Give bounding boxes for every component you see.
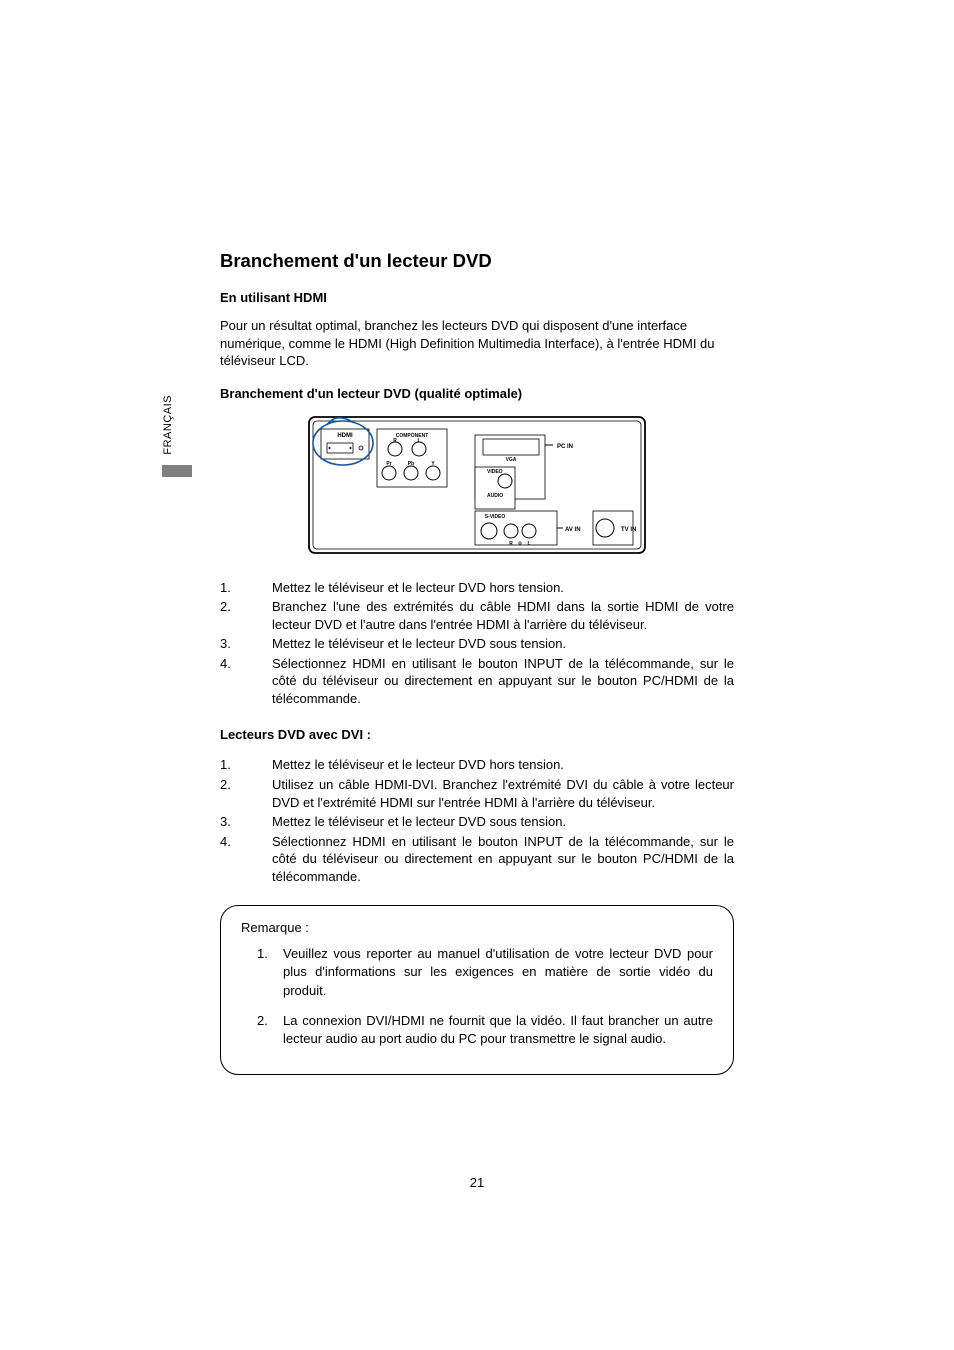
- list-item: 2.Utilisez un câble HDMI-DVI. Branchez l…: [272, 776, 734, 811]
- svg-text:VGA: VGA: [506, 457, 517, 463]
- intro-paragraph: Pour un résultat optimal, branchez les l…: [220, 317, 734, 370]
- diagram-tvin-label: TV IN: [621, 527, 636, 533]
- list-item: 2.Branchez l'une des extrémités du câble…: [272, 598, 734, 633]
- list-item: 2.La connexion DVI/HDMI ne fournit que l…: [283, 1012, 713, 1048]
- note-box: Remarque : 1.Veuillez vous reporter au m…: [220, 905, 734, 1075]
- page-title: Branchement d'un lecteur DVD: [220, 250, 734, 272]
- svg-text:R: R: [509, 541, 513, 547]
- hdmi-heading: En utilisant HDMI: [220, 290, 734, 305]
- list-item: 4.Sélectionnez HDMI en utilisant le bout…: [272, 655, 734, 708]
- svg-text:R: R: [393, 438, 397, 444]
- connector-diagram: HDMI COMPONENT R L Pr Pb Y VGA PC IN: [220, 415, 734, 555]
- dvi-steps-list: 1.Mettez le téléviseur et le lecteur DVD…: [220, 756, 734, 885]
- diagram-pcin-label: PC IN: [557, 444, 573, 450]
- list-item: 4.Sélectionnez HDMI en utilisant le bout…: [272, 833, 734, 886]
- manual-page: FRANÇAIS Branchement d'un lecteur DVD En…: [0, 0, 954, 1350]
- list-item: 1.Mettez le téléviseur et le lecteur DVD…: [272, 579, 734, 597]
- language-tab-bar: [162, 465, 192, 477]
- svg-text:AV IN: AV IN: [565, 527, 581, 533]
- dvi-heading: Lecteurs DVD avec DVI :: [220, 727, 734, 742]
- hdmi-steps-list: 1.Mettez le téléviseur et le lecteur DVD…: [220, 579, 734, 708]
- svg-text:L: L: [527, 541, 530, 547]
- svg-text:AUDIO: AUDIO: [487, 493, 503, 499]
- svg-text:Pb: Pb: [408, 461, 414, 467]
- svg-text:L: L: [417, 438, 420, 444]
- language-label: FRANÇAIS: [162, 395, 174, 455]
- list-item: 3.Mettez le téléviseur et le lecteur DVD…: [272, 635, 734, 653]
- list-item: 3.Mettez le téléviseur et le lecteur DVD…: [272, 813, 734, 831]
- list-item: 1.Mettez le téléviseur et le lecteur DVD…: [272, 756, 734, 774]
- diagram-component-label: COMPONENT: [396, 433, 429, 439]
- svg-text:S-VIDEO: S-VIDEO: [485, 514, 506, 520]
- language-tab: FRANÇAIS: [162, 395, 192, 477]
- note-list: 1.Veuillez vous reporter au manuel d'uti…: [241, 945, 713, 1048]
- optimal-heading: Branchement d'un lecteur DVD (qualité op…: [220, 386, 734, 401]
- page-number: 21: [0, 1175, 954, 1190]
- list-item: 1.Veuillez vous reporter au manuel d'uti…: [283, 945, 713, 1000]
- svg-text:VIDEO: VIDEO: [487, 469, 503, 475]
- diagram-hdmi-label: HDMI: [337, 433, 353, 439]
- note-title: Remarque :: [241, 920, 713, 935]
- svg-text:Pr: Pr: [386, 461, 391, 467]
